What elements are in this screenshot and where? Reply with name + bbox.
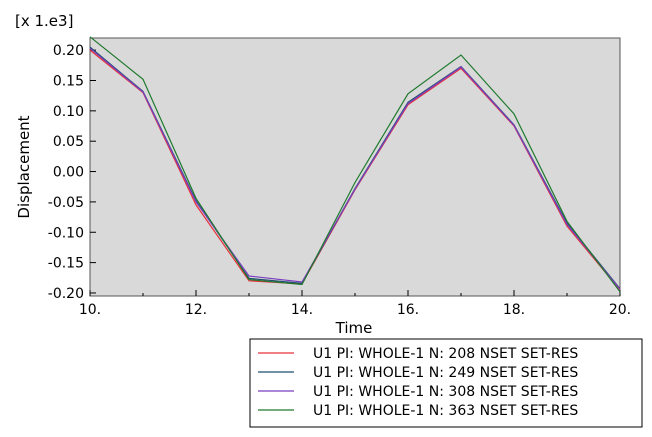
y-tick-label: -0.20 xyxy=(48,286,84,302)
y-axis-ticks: -0.20 -0.15 -0.10 -0.05 0.00 0.05 0.10 0.15 0.20 xyxy=(48,43,96,302)
legend: U1 PI: WHOLE-1 N: 208 NSET SET-RES U1 PI:… xyxy=(249,338,643,428)
x-tick-label: 12. xyxy=(185,302,207,318)
y-tick-label: -0.05 xyxy=(48,195,84,211)
x-tick-label: 18. xyxy=(503,302,525,318)
x-axis-title: Time xyxy=(335,319,373,337)
series-lines xyxy=(89,36,621,293)
series-line-4 xyxy=(89,36,621,293)
x-tick-label: 14. xyxy=(291,302,313,318)
legend-label: U1 PI: WHOLE-1 N: 308 NSET SET-RES xyxy=(313,384,578,400)
y-tick-label: 0.15 xyxy=(53,73,84,89)
y-tick-label: 0.05 xyxy=(53,134,84,150)
y-tick-label: 0.00 xyxy=(53,165,84,181)
legend-label: U1 PI: WHOLE-1 N: 208 NSET SET-RES xyxy=(313,346,578,362)
y-tick-label: -0.15 xyxy=(48,256,84,272)
legend-box xyxy=(249,338,643,428)
y-tick-label: -0.10 xyxy=(48,225,84,241)
x-axis-ticks: 10. 12. 14. 16. 18. 20. xyxy=(79,290,631,318)
y-tick-label: 0.20 xyxy=(53,43,84,59)
legend-label: U1 PI: WHOLE-1 N: 363 NSET SET-RES xyxy=(313,403,578,419)
y-axis-title: Displacement xyxy=(15,115,33,218)
legend-label: U1 PI: WHOLE-1 N: 249 NSET SET-RES xyxy=(313,365,578,381)
x-tick-label: 10. xyxy=(79,302,101,318)
series-line-3 xyxy=(89,47,621,290)
x-tick-label: 20. xyxy=(609,302,631,318)
x-tick-label: 16. xyxy=(397,302,419,318)
axis-multiplier-label: [x 1.e3] xyxy=(15,12,73,30)
y-tick-label: 0.10 xyxy=(53,104,84,120)
